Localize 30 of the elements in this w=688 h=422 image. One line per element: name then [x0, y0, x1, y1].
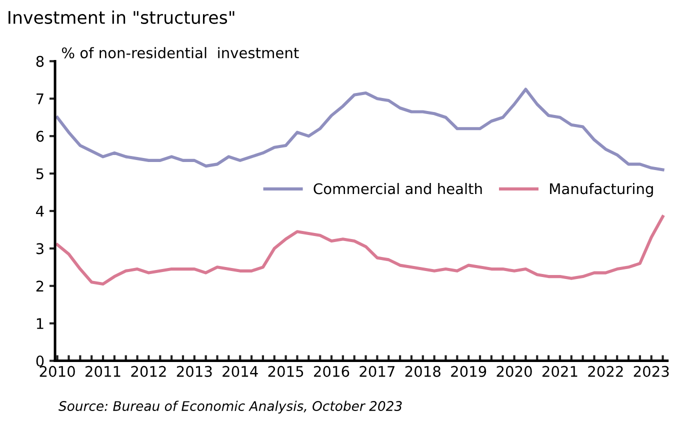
x-tick-label: 2023	[634, 366, 669, 377]
y-tick-label: 2	[36, 280, 44, 292]
line-series	[56, 88, 664, 172]
x-tick-label: 2018	[405, 366, 440, 377]
y-tick-label: 3	[36, 243, 44, 254]
x-tick-label: 2021	[542, 366, 578, 377]
x-tick-label: 2020	[496, 366, 532, 377]
legend-label: Commercial and health	[314, 182, 482, 194]
y-tick-label: 0	[36, 356, 44, 367]
x-tick-label: 2011	[86, 366, 120, 377]
line-series	[56, 215, 664, 286]
x-tick-label: 2013	[176, 366, 212, 377]
y-tick-label: 5	[36, 168, 44, 180]
x-tick-label: 2019	[451, 366, 486, 377]
y-tick-label: 4	[36, 206, 44, 217]
y-tick-label: 7	[36, 94, 44, 104]
legend-label: Manufacturing	[550, 182, 653, 198]
y-tick-label: 1	[36, 318, 44, 329]
chart-title: Investment in "structures"	[8, 10, 234, 24]
y-tick-label: 6	[36, 130, 44, 142]
x-tick-label: 2017	[360, 366, 395, 377]
y-axis-title: % of non-residential investment	[62, 47, 299, 58]
x-tick-label: 2014	[222, 366, 258, 377]
x-tick-label: 2015	[268, 366, 304, 377]
x-tick-label: 2022	[588, 366, 623, 377]
y-tick-label: 8	[36, 56, 44, 67]
x-tick-label: 2010	[40, 366, 75, 377]
source-note: Source: Bureau of Economic Analysis, October 2023	[58, 400, 402, 414]
x-tick-label: 2012	[131, 366, 166, 377]
x-tick-label: 2016	[314, 366, 350, 377]
